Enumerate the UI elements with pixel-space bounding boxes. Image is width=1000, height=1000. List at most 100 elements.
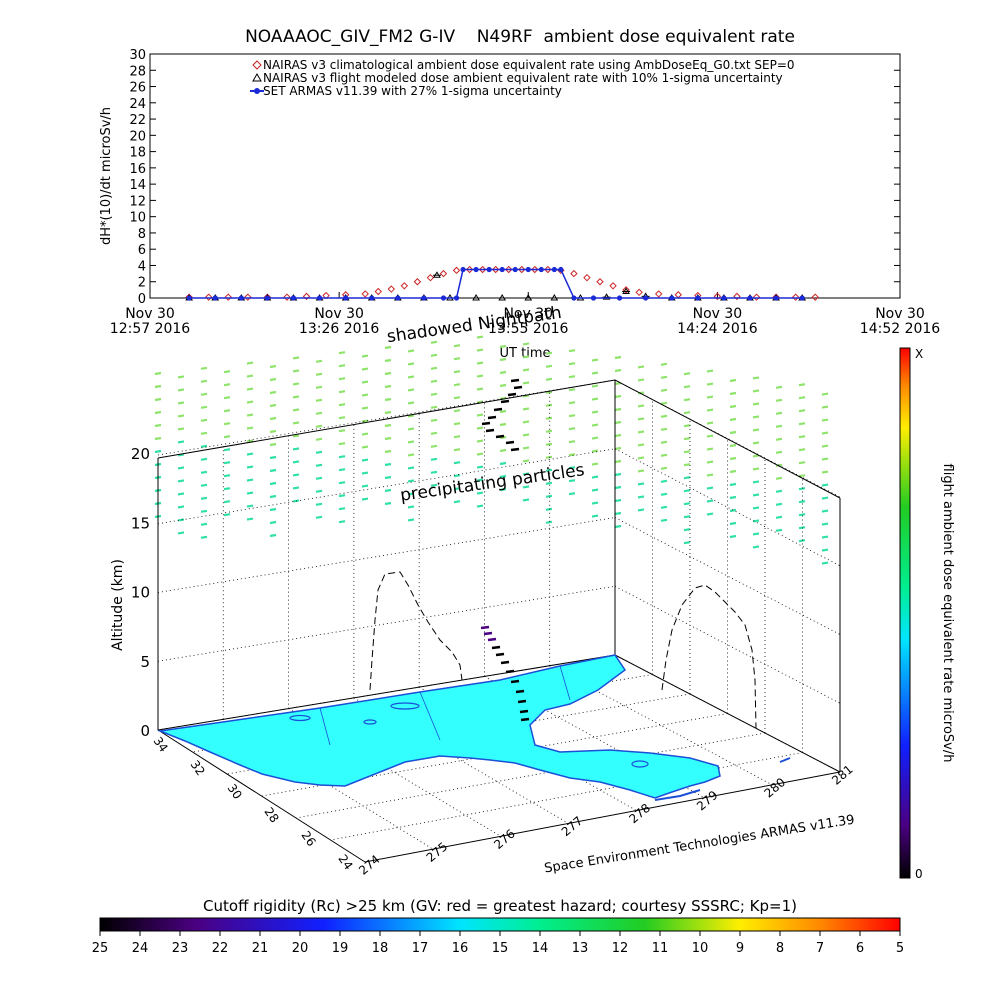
x-tick-label-time: 13:26 2016 [299,321,380,337]
particle-mark [568,362,576,366]
particle-mark [430,483,438,487]
particle-mark [706,434,714,438]
particle-mark [752,480,760,484]
particle-mark [821,444,829,448]
track-point [507,392,517,397]
series-line [189,268,803,299]
particle-mark [246,374,254,378]
particle-mark [706,473,714,477]
legend-entry-nairas-climatological: NAIRAS v3 climatological ambient dose eq… [263,58,795,72]
particle-mark [430,457,438,461]
particle-mark [637,456,645,460]
particle-mark [729,391,737,396]
particle-mark [476,426,484,430]
particle-mark [476,387,484,391]
cutoff-tick-label: 14 [532,941,549,956]
longitude-tick-label: 281 [829,762,856,787]
particle-mark [522,368,530,372]
particle-mark [223,383,231,387]
particle-mark [568,466,576,470]
particle-mark [177,388,185,392]
particle-mark [683,528,691,532]
particle-mark [338,351,346,355]
data-point [531,265,539,274]
particle-mark [798,383,806,387]
y-tick-label: 22 [129,113,146,128]
altitude-tick-label: 0 [140,722,150,740]
particle-mark [476,413,484,417]
particle-mark [729,469,737,474]
longitude-tick-label: 276 [491,826,518,851]
particle-mark [568,479,576,483]
particle-mark [706,447,714,451]
particle-mark [223,461,231,465]
particle-mark [821,561,829,565]
particle-mark [798,500,806,504]
particle-mark [223,487,231,491]
particle-mark [453,461,461,465]
cutoff-rigidity-ticks: 25 24 23 22 21 20 19 18 17 16 15 14 13 12 11 10 9 8 7 6 5 [92,931,904,956]
y-tick-label: 24 [129,97,146,112]
cutoff-tick-label: 21 [252,941,269,956]
particle-mark [269,442,277,447]
data-point [387,285,396,293]
data-point [413,278,422,286]
particle-mark [545,468,553,472]
particle-mark [499,461,507,466]
particle-mark [706,512,714,516]
grid-line [157,517,616,593]
data-point [400,282,409,290]
cutoff-tick-label: 6 [856,941,864,956]
particle-mark [200,431,208,435]
particle-mark [614,524,622,529]
data-point [343,295,349,301]
particle-mark [683,424,691,428]
particle-mark [568,427,576,431]
particle-mark [361,393,369,397]
particle-mark [246,452,254,456]
latitude-tick-label: 30 [224,781,244,802]
particle-mark [269,377,277,382]
particle-mark [729,404,737,409]
data-point [590,295,597,301]
data-point [504,265,513,274]
particle-mark [154,371,162,376]
particle-mark [223,448,231,452]
particle-mark [821,418,829,422]
cutoff-tick-label: 10 [692,941,709,956]
particle-mark [361,419,369,423]
y-tick-label: 12 [129,194,146,209]
particle-mark [269,533,277,538]
particle-mark [154,384,162,389]
cutoff-tick-label: 25 [92,941,109,956]
cutoff-rigidity-title: Cutoff rigidity (Rc) >25 km (GV: red = g… [203,897,797,915]
track-point [495,652,505,657]
particle-mark [407,362,415,366]
particle-mark [752,545,760,549]
particle-mark [614,433,622,438]
data-point [695,295,701,301]
data-point [426,273,435,282]
track-point [495,434,505,439]
particle-mark [752,402,760,406]
y-tick-label: 0 [138,292,146,307]
cutoff-tick-label: 15 [492,941,509,956]
particle-mark [706,421,714,425]
data-point [799,295,805,301]
particle-mark [798,513,806,517]
cutoff-tick-label: 12 [612,941,629,956]
particle-mark [568,401,576,405]
particle-mark [683,372,691,376]
particle-mark [568,453,576,457]
data-point [212,295,218,301]
particle-mark [246,465,254,469]
x-tick-label-date: Nov 30 [693,306,743,322]
particle-mark [476,491,484,495]
particle-mark [637,404,645,408]
particle-mark [338,429,346,433]
data-point [571,295,577,301]
particle-mark [384,449,392,454]
particle-mark [683,398,691,402]
latitude-tick-label: 28 [261,805,281,826]
